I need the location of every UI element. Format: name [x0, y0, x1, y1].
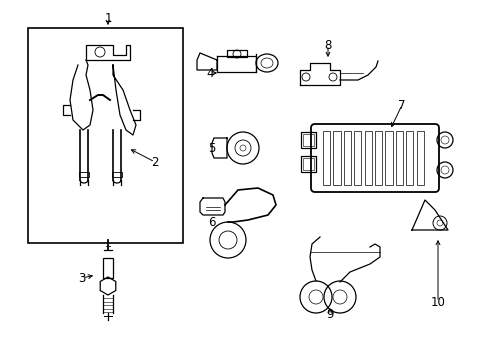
- Bar: [103, 258, 113, 278]
- Bar: [386, 131, 392, 185]
- Bar: [79, 172, 89, 177]
- Text: 3: 3: [78, 271, 86, 284]
- Bar: [303, 158, 314, 170]
- Text: 6: 6: [208, 216, 216, 229]
- Bar: [406, 131, 414, 185]
- Bar: [416, 131, 424, 185]
- Text: 4: 4: [206, 67, 214, 80]
- Bar: [227, 50, 247, 57]
- Bar: [303, 134, 314, 146]
- Bar: [323, 131, 330, 185]
- Text: 9: 9: [326, 309, 334, 321]
- Bar: [333, 131, 341, 185]
- Text: 10: 10: [431, 296, 445, 309]
- Bar: [301, 156, 316, 172]
- Bar: [28, 28, 183, 243]
- Text: 7: 7: [398, 99, 406, 112]
- Bar: [396, 131, 403, 185]
- Bar: [375, 131, 382, 185]
- Bar: [365, 131, 372, 185]
- Bar: [301, 132, 316, 148]
- Text: 5: 5: [208, 141, 216, 154]
- Text: 1: 1: [104, 12, 112, 24]
- Bar: [112, 172, 122, 177]
- Bar: [354, 131, 362, 185]
- Bar: [344, 131, 351, 185]
- Text: 8: 8: [324, 39, 332, 51]
- Text: 2: 2: [151, 156, 159, 168]
